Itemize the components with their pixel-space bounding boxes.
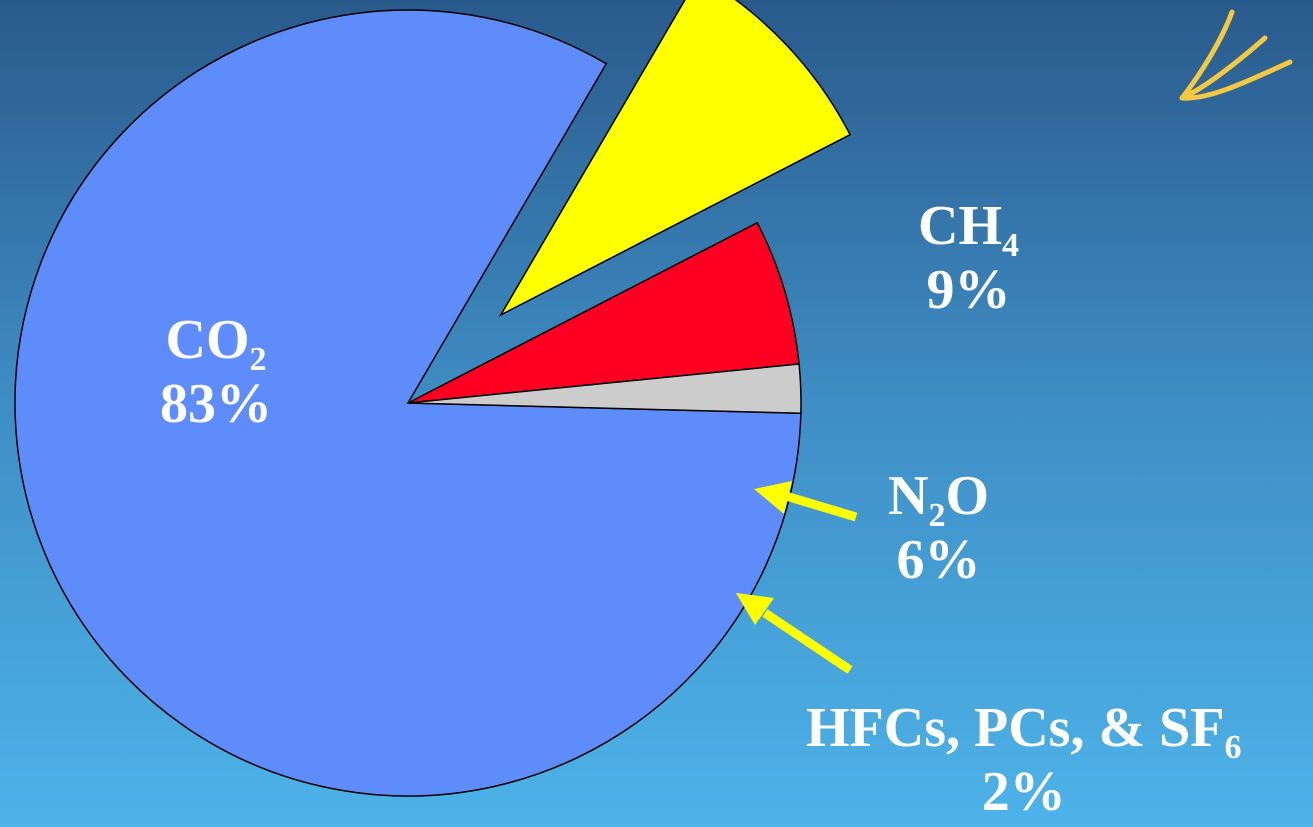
pie-slice-n2o bbox=[407, 221, 800, 404]
co2-label: CO2 83% bbox=[160, 312, 272, 432]
ch4-formula: CH4 bbox=[918, 195, 1019, 264]
other-gases-label: HFCs, PCs, & SF6 2% bbox=[806, 700, 1241, 820]
pie-slice-other bbox=[407, 363, 802, 415]
n2o-formula: N2O bbox=[888, 465, 990, 534]
ch4-label: CH4 9% bbox=[918, 198, 1019, 318]
arrow-to-n2o bbox=[754, 481, 858, 522]
n2o-percent: 6% bbox=[896, 529, 981, 591]
yellow-scribble-decoration bbox=[1179, 9, 1293, 101]
n2o-label: N2O 6% bbox=[888, 468, 989, 588]
other-gases-percent: 2% bbox=[981, 761, 1066, 823]
co2-percent: 83% bbox=[160, 373, 272, 435]
co2-formula: CO2 bbox=[165, 309, 267, 378]
ch4-percent: 9% bbox=[926, 259, 1011, 321]
pie-slice-ch4 bbox=[498, 0, 852, 317]
other-gases-formula: HFCs, PCs, & SF6 bbox=[806, 697, 1242, 766]
arrow-to-other-gases bbox=[736, 593, 853, 674]
